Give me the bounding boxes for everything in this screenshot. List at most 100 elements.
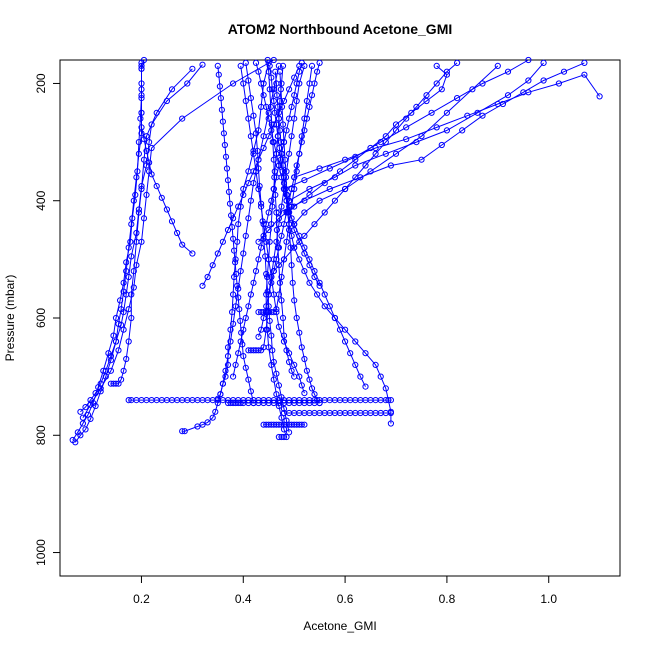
data-point: [230, 373, 237, 380]
series-33: [214, 62, 257, 407]
data-point: [382, 133, 389, 140]
data-point: [413, 103, 420, 111]
data-point: [134, 168, 141, 175]
series-line: [258, 65, 313, 313]
series-25: [291, 71, 603, 181]
series-10: [224, 399, 323, 407]
data-point: [138, 65, 145, 72]
data-point: [158, 194, 165, 201]
data-point: [135, 139, 142, 146]
data-point: [271, 109, 278, 116]
data-point: [128, 253, 135, 260]
data-point: [403, 124, 410, 131]
data-point: [278, 414, 285, 421]
series-line: [283, 59, 529, 190]
data-point: [82, 426, 89, 433]
data-point: [387, 420, 394, 427]
series-line: [217, 65, 254, 404]
data-point: [275, 262, 282, 269]
data-point: [148, 144, 155, 152]
data-point: [220, 130, 227, 137]
data-point: [234, 238, 241, 245]
data-point: [242, 59, 249, 67]
data-point: [260, 314, 267, 322]
data-point: [298, 421, 305, 428]
data-point: [275, 323, 282, 330]
series-line: [258, 62, 321, 337]
data-point: [303, 97, 310, 105]
data-point: [298, 382, 305, 389]
y-tick-label: 600: [34, 308, 48, 328]
data-point: [266, 238, 273, 245]
data-point: [123, 355, 130, 363]
data-point: [280, 97, 288, 105]
data-point: [209, 414, 216, 421]
data-point: [242, 232, 249, 239]
data-point: [331, 197, 338, 204]
data-point: [215, 71, 222, 78]
data-point: [120, 279, 127, 286]
data-point: [264, 273, 271, 281]
data-point: [308, 92, 316, 99]
data-point: [231, 247, 238, 254]
data-point: [204, 419, 211, 426]
y-tick-label: 400: [34, 190, 48, 210]
data-point: [303, 367, 310, 374]
data-point: [286, 350, 293, 357]
data-point: [221, 141, 228, 149]
data-point: [413, 139, 420, 146]
data-point: [268, 197, 275, 204]
data-point: [219, 118, 226, 125]
data-point: [138, 59, 145, 67]
data-point: [228, 212, 235, 219]
data-point: [235, 294, 242, 301]
data-point: [258, 80, 265, 87]
data-point: [245, 215, 252, 222]
data-point: [286, 358, 293, 366]
data-point: [306, 191, 313, 198]
data-point: [275, 209, 282, 216]
data-point: [316, 165, 323, 172]
series-line: [141, 62, 193, 254]
data-point: [263, 103, 270, 111]
data-point: [79, 420, 87, 427]
data-point: [291, 221, 298, 228]
data-point: [286, 86, 293, 93]
data-point: [301, 268, 308, 275]
data-point: [270, 97, 277, 105]
data-point: [268, 74, 275, 81]
data-point: [214, 250, 221, 257]
data-point: [128, 291, 135, 298]
data-point: [540, 77, 547, 84]
data-point: [289, 279, 296, 286]
data-point: [280, 405, 288, 412]
x-tick-label: 0.2: [133, 592, 150, 606]
data-point: [140, 215, 148, 222]
data-point: [235, 221, 242, 228]
data-point: [240, 80, 247, 87]
data-point: [273, 391, 280, 398]
data-point: [311, 273, 318, 281]
data-point: [199, 421, 206, 428]
series-18: [237, 62, 308, 397]
y-axis-label: Pressure (mbar): [3, 275, 17, 362]
data-point: [138, 130, 145, 137]
data-point: [479, 112, 486, 119]
data-point: [306, 376, 313, 383]
data-point: [224, 226, 232, 234]
data-point: [293, 168, 300, 175]
data-point: [367, 144, 374, 152]
data-point: [265, 344, 272, 351]
series-22: [291, 62, 501, 228]
data-point: [316, 282, 323, 289]
data-point: [237, 399, 244, 407]
data-point: [352, 338, 359, 345]
data-point: [254, 147, 261, 154]
data-point: [269, 86, 276, 93]
data-point: [235, 350, 242, 357]
data-point: [143, 147, 150, 154]
series-line: [82, 59, 275, 418]
data-point: [117, 297, 124, 304]
data-point: [222, 367, 229, 374]
data-point: [184, 80, 191, 87]
